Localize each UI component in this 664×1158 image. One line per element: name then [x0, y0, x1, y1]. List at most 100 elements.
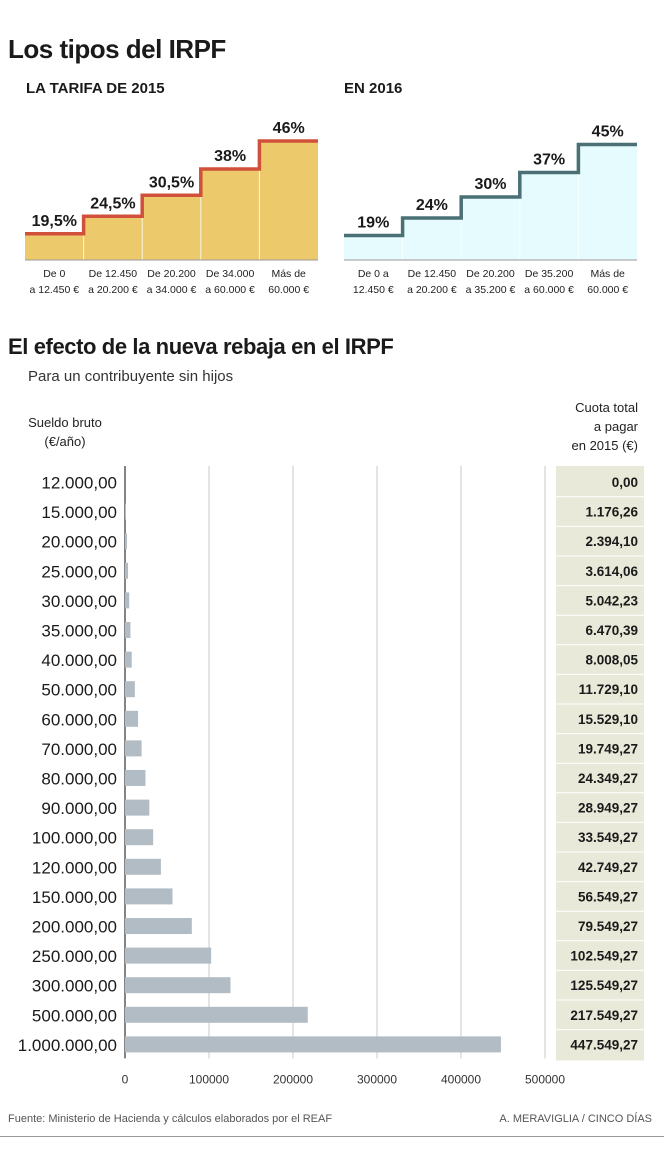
- tarifa-2015-step-chart: 19,5% 24,5% 30,5% 38% 46% De 0 a 12.450 € De 12…: [25, 120, 318, 296]
- salary-label: 250.000,00: [32, 947, 117, 966]
- tax-bar: [125, 622, 131, 638]
- tarifa-2015-rate-label: 46%: [273, 120, 305, 137]
- salary-label: 80.000,00: [41, 770, 117, 789]
- tarifa-2015-rate-label: 19,5%: [32, 213, 77, 230]
- tarifa-2016-rate-label: 45%: [592, 124, 624, 141]
- cuota-value-label: 125.549,27: [570, 978, 638, 993]
- tarifa-2016-heading: EN 2016: [344, 80, 403, 97]
- tarifa-2016-bracket-label: a 35.200 €: [466, 284, 516, 296]
- tarifa-2015-rate-label: 38%: [214, 148, 246, 165]
- efecto-title: El efecto de la nueva rebaja en el IRPF: [8, 334, 394, 359]
- x-tick-label: 0: [122, 1072, 129, 1086]
- tarifa-2016-rate-label: 30%: [474, 176, 506, 193]
- tarifa-2016-rate-label: 24%: [416, 197, 448, 214]
- salary-label: 40.000,00: [41, 651, 117, 670]
- tarifa-2015-bracket-label: 60.000 €: [268, 284, 309, 296]
- tax-bar: [125, 533, 128, 550]
- tarifa-2015-bracket-label: De 34.000: [206, 268, 255, 280]
- tarifa-2015-bracket-label: De 0: [43, 268, 65, 280]
- tarifa-2016-bracket-label: Más de: [590, 268, 625, 280]
- cuota-value-label: 8.008,05: [585, 653, 638, 668]
- tax-bar: [125, 829, 154, 846]
- tarifa-2015-rate-label: 30,5%: [149, 174, 194, 191]
- cuota-value-label: 102.549,27: [570, 949, 638, 964]
- tarifa-2016-bracket-label: 60.000 €: [587, 284, 628, 296]
- tarifa-2015-heading: LA TARIFA DE 2015: [26, 80, 165, 97]
- tax-bar: [125, 503, 126, 520]
- tarifa-2015-step-line: [25, 139, 318, 236]
- cuota-value-label: 3.614,06: [585, 564, 638, 579]
- tarifa-2016-bracket-label: De 0 a: [358, 268, 389, 280]
- sueldo-header: Sueldo bruto (€/año): [10, 413, 120, 451]
- tarifa-2016-bracket-label: De 12.450: [408, 268, 457, 280]
- cuota-value-label: 24.349,27: [578, 771, 638, 786]
- tax-bar: [125, 651, 132, 668]
- cuota-header: Cuota total a pagar en 2015 (€): [540, 398, 639, 455]
- salary-label: 15.000,00: [41, 503, 117, 522]
- cuota-value-label: 79.549,27: [578, 919, 638, 934]
- cuota-header-line2: a pagar: [593, 419, 638, 434]
- cuota-value-label: 5.042,23: [585, 593, 638, 608]
- efecto-bar-chart: 12.000,00 0,00 15.000,00 1.176,26 20.000,00 2…: [18, 466, 644, 1086]
- tax-bar: [125, 799, 150, 816]
- tax-bar: [125, 947, 212, 964]
- efecto-subtitle: Para un contribuyente sin hijos: [28, 368, 234, 385]
- tax-bar: [125, 562, 129, 579]
- x-tick-label: 300000: [357, 1072, 397, 1086]
- salary-label: 30.000,00: [41, 592, 117, 611]
- tax-bar: [125, 918, 192, 934]
- salary-label: 60.000,00: [41, 710, 117, 729]
- salary-label: 300.000,00: [32, 977, 117, 996]
- tarifa-2015-bracket-label: De 12.450: [89, 268, 138, 280]
- cuota-header-line1: Cuota total: [575, 400, 638, 415]
- tarifa-2016-bracket-label: a 60.000 €: [524, 284, 574, 296]
- cuota-value-label: 0,00: [612, 475, 638, 490]
- salary-label: 25.000,00: [41, 562, 117, 581]
- sueldo-header-line2: (€/año): [44, 434, 86, 449]
- cuota-value-label: 11.729,10: [579, 682, 638, 697]
- tarifa-2015-rate-label: 24,5%: [90, 195, 135, 212]
- cuota-value-label: 33.549,27: [578, 830, 638, 845]
- x-tick-label: 200000: [273, 1072, 313, 1086]
- tarifa-2015-area: [25, 141, 318, 260]
- credit-note: A. MERAVIGLIA / CINCO DÍAS: [499, 1113, 652, 1125]
- salary-label: 90.000,00: [41, 799, 117, 818]
- tarifa-2016-rate-label: 37%: [533, 152, 565, 169]
- salary-label: 12.000,00: [41, 474, 117, 493]
- cuota-value-label: 19.749,27: [578, 741, 638, 756]
- tarifa-2016-bracket-label: De 20.200: [466, 268, 515, 280]
- x-tick-label: 400000: [441, 1072, 481, 1086]
- cuota-value-label: 42.749,27: [578, 860, 638, 875]
- x-tick-label: 100000: [189, 1072, 229, 1086]
- salary-label: 200.000,00: [32, 918, 117, 937]
- cuota-value-label: 1.176,26: [585, 505, 638, 520]
- tax-bar: [125, 858, 161, 875]
- sueldo-header-line1: Sueldo bruto: [28, 415, 102, 430]
- cuota-value-label: 56.549,27: [578, 889, 638, 904]
- tax-bar: [125, 740, 142, 757]
- tarifa-2015-bracket-label: a 34.000 €: [147, 284, 197, 296]
- tax-bar: [125, 592, 130, 609]
- salary-label: 70.000,00: [41, 740, 117, 759]
- tarifa-2015-bracket-label: De 20.200: [147, 268, 196, 280]
- cuota-value-label: 2.394,10: [585, 534, 638, 549]
- salary-label: 50.000,00: [41, 681, 117, 700]
- tarifa-2015-bracket-label: a 12.450 €: [29, 284, 79, 296]
- footer-divider: [0, 1136, 664, 1137]
- cuota-value-label: 15.529,10: [578, 712, 638, 727]
- tax-bar: [125, 888, 173, 905]
- cuota-value-label: 6.470,39: [585, 623, 638, 638]
- tax-bar: [125, 1006, 308, 1023]
- salary-label: 20.000,00: [41, 533, 117, 552]
- tax-bar: [125, 1036, 501, 1053]
- tax-bar: [125, 681, 135, 698]
- tarifa-2016-step-chart: 19% 24% 30% 37% 45% De 0 a 12.450 € De 12.450 a …: [344, 124, 637, 296]
- tax-bar: [125, 770, 146, 786]
- page-title: Los tipos del IRPF: [8, 34, 226, 64]
- tax-bar: [125, 710, 139, 727]
- salary-label: 500.000,00: [32, 1006, 117, 1025]
- tarifa-2015-bracket-label: a 20.200 €: [88, 284, 138, 296]
- cuota-value-label: 28.949,27: [578, 801, 638, 816]
- tarifa-2016-bracket-label: De 35.200: [525, 268, 574, 280]
- salary-label: 35.000,00: [41, 622, 117, 641]
